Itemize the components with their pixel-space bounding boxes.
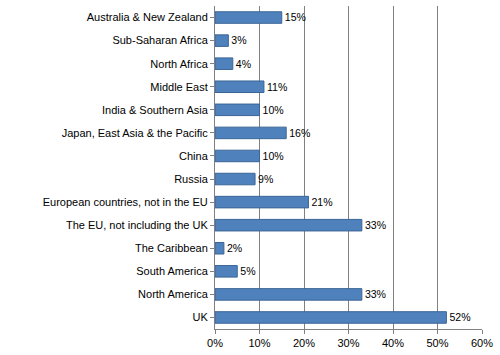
svg-text:33%: 33% [365,288,386,300]
svg-text:52%: 52% [449,311,470,323]
svg-text:South America: South America [136,265,208,277]
svg-text:33%: 33% [365,219,387,231]
svg-text:North America: North America [138,288,209,300]
svg-text:9%: 9% [258,173,273,185]
svg-text:UK: UK [193,311,209,323]
svg-text:16%: 16% [289,127,310,139]
svg-text:Middle East: Middle East [150,81,207,93]
svg-text:20%: 20% [293,337,315,349]
svg-text:10%: 10% [263,150,284,162]
svg-text:50%: 50% [426,337,448,349]
svg-text:Sub-Saharan Africa: Sub-Saharan Africa [112,34,208,46]
svg-text:10%: 10% [248,337,270,349]
svg-text:30%: 30% [337,337,359,349]
svg-text:10%: 10% [263,104,285,116]
svg-text:Japan, East Asia & the Pacific: Japan, East Asia & the Pacific [62,127,209,139]
svg-text:European countries, not in the: European countries, not in the EU [43,196,208,208]
svg-text:India & Southern Asia: India & Southern Asia [102,104,209,116]
svg-text:Australia & New Zealand: Australia & New Zealand [87,11,208,23]
svg-text:21%: 21% [311,196,333,208]
svg-text:2%: 2% [227,242,243,254]
svg-text:3%: 3% [231,34,247,46]
svg-text:Russia: Russia [174,173,209,185]
svg-text:The Caribbean: The Caribbean [135,242,208,254]
svg-text:11%: 11% [267,81,288,93]
svg-text:The EU, not including the UK: The EU, not including the UK [66,219,209,231]
svg-text:0%: 0% [207,337,223,349]
svg-text:40%: 40% [382,337,404,349]
svg-text:North Africa: North Africa [150,58,208,70]
svg-text:15%: 15% [285,11,306,23]
svg-text:China: China [179,150,209,162]
svg-text:60%: 60% [471,337,493,349]
svg-text:5%: 5% [240,265,256,277]
svg-text:4%: 4% [236,58,252,70]
